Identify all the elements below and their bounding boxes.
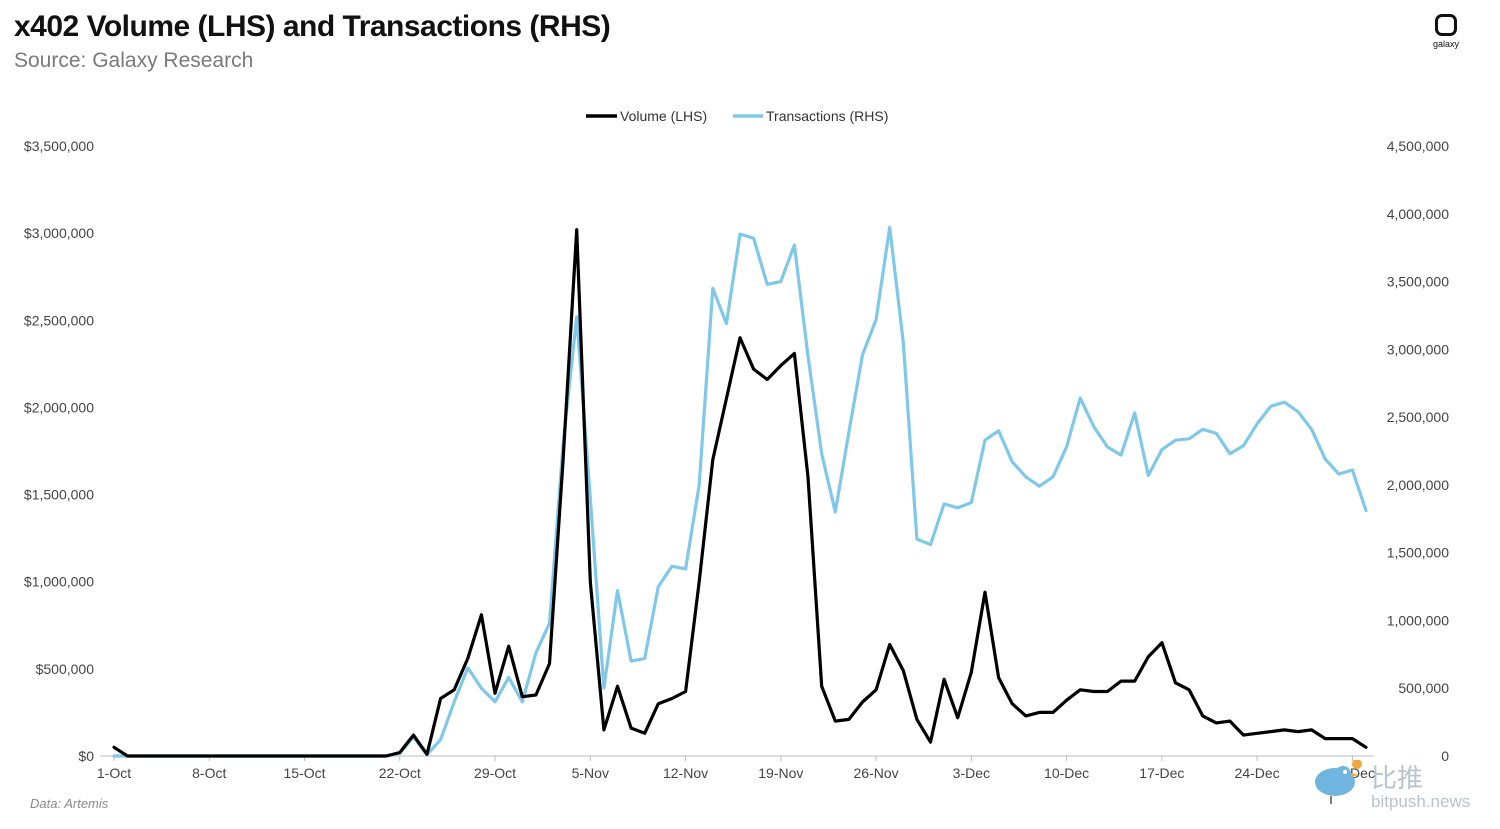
x-tick-label: 22-Oct — [379, 765, 421, 781]
y-left-tick-label: $1,000,000 — [24, 574, 94, 590]
x-tick-label: 19-Nov — [758, 765, 803, 781]
x-tick-label: 29-Oct — [474, 765, 516, 781]
y-right-tick-label: 4,500,000 — [1387, 138, 1449, 154]
y-right-tick-label: 1,500,000 — [1387, 545, 1449, 561]
x-tick-label: 12-Nov — [663, 765, 708, 781]
y-left-tick-label: $3,000,000 — [24, 225, 94, 241]
galaxy-logo-icon — [1435, 14, 1457, 36]
x-tick-label: 5-Nov — [572, 765, 609, 781]
y-right-tick-label: 2,500,000 — [1387, 409, 1449, 425]
x-tick-label: 17-Dec — [1139, 765, 1184, 781]
y-right-tick-label: 3,500,000 — [1387, 274, 1449, 290]
y-left-tick-label: $500,000 — [36, 661, 95, 677]
y-left-tick-label: $1,500,000 — [24, 487, 94, 503]
y-left-tick-label: $2,500,000 — [24, 312, 94, 328]
watermark: 比推 bitpush.news — [1305, 758, 1495, 818]
chart-title: x402 Volume (LHS) and Transactions (RHS) — [14, 10, 611, 43]
y-right-tick-label: 500,000 — [1398, 680, 1449, 696]
y-left-tick-label: $0 — [78, 748, 94, 764]
volume-series-line — [112, 228, 1368, 758]
x-tick-label: 10-Dec — [1044, 765, 1089, 781]
bird-icon — [1315, 760, 1362, 804]
y-left-tick-label: $2,000,000 — [24, 399, 94, 415]
chart-subtitle: Source: Galaxy Research — [14, 49, 254, 72]
x-tick-label: 8-Oct — [192, 765, 226, 781]
data-source-note: Data: Artemis — [30, 796, 109, 811]
y-right-tick-label: 1,000,000 — [1387, 612, 1449, 628]
watermark-en: bitpush.news — [1371, 792, 1471, 811]
legend-volume-label: Volume (LHS) — [620, 108, 707, 124]
galaxy-logo: galaxy — [1424, 14, 1468, 49]
y-left-tick-label: $3,500,000 — [24, 138, 94, 154]
y-right-tick-label: 3,000,000 — [1387, 341, 1449, 357]
galaxy-logo-text: galaxy — [1432, 39, 1459, 49]
y-right-tick-label: 0 — [1441, 748, 1449, 764]
legend-transactions-label: Transactions (RHS) — [766, 108, 888, 124]
x-tick-label: 15-Oct — [284, 765, 326, 781]
transactions-series-line — [112, 225, 1368, 758]
x-tick-label: 24-Dec — [1235, 765, 1280, 781]
watermark-cn: 比推 — [1371, 764, 1424, 794]
x-tick-label: 3-Dec — [953, 765, 990, 781]
x-tick-label: 1-Oct — [97, 765, 131, 781]
x-tick-label: 26-Nov — [854, 765, 899, 781]
y-right-tick-label: 2,000,000 — [1387, 477, 1449, 493]
y-right-tick-label: 4,000,000 — [1387, 206, 1449, 222]
